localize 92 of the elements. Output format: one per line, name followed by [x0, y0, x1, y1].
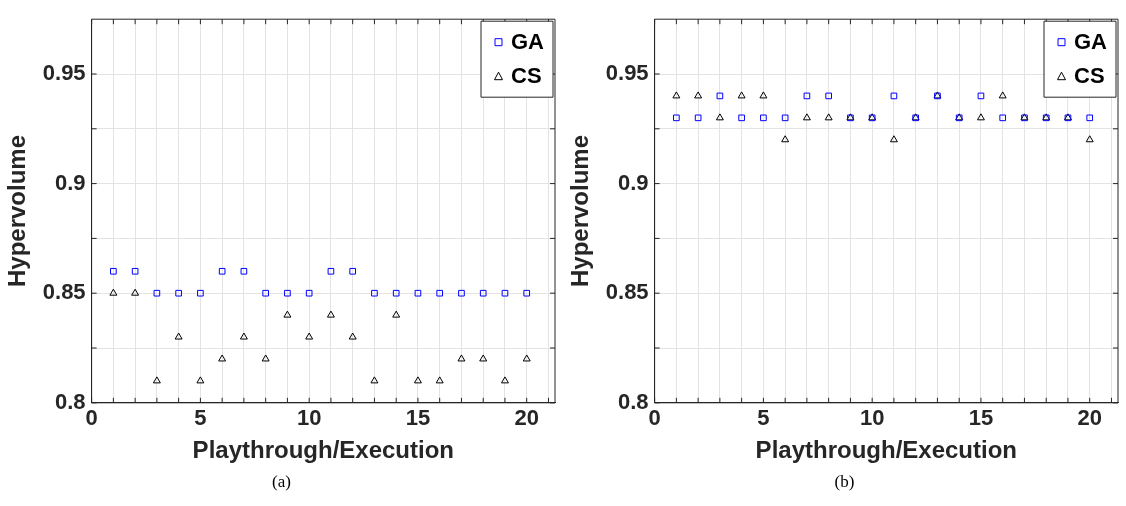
text: (a) [271, 472, 292, 492]
point [522, 354, 531, 362]
legend-label: GA [511, 29, 545, 55]
point [1086, 114, 1094, 122]
point [327, 267, 335, 275]
legend-label: GA [1074, 29, 1108, 55]
point [262, 289, 269, 297]
point [436, 289, 444, 297]
point [370, 376, 379, 384]
point [825, 92, 832, 100]
y-tick-label: 0.9 [618, 169, 649, 195]
x-tick-label: 5 [194, 405, 207, 431]
point [196, 376, 205, 384]
point [218, 354, 227, 362]
point [803, 92, 811, 100]
point [152, 376, 161, 384]
point [371, 289, 378, 297]
x-tick-label: 15 [968, 405, 994, 431]
point [715, 113, 724, 121]
point [131, 267, 139, 275]
point [197, 289, 204, 297]
y-axis-title: Hypervolume [566, 134, 594, 288]
point [479, 354, 488, 362]
point [349, 267, 357, 275]
x-tick-label: 5 [757, 405, 770, 431]
legend-label: CS [511, 63, 542, 89]
point [501, 289, 509, 297]
x-tick-label: 0 [648, 405, 661, 431]
point [284, 289, 291, 297]
y-tick-label: 0.8 [618, 388, 649, 414]
point [174, 332, 183, 340]
x-tick-label: 0 [85, 405, 98, 431]
point [153, 289, 161, 297]
point [998, 91, 1007, 99]
text: (b) [833, 472, 856, 492]
point [781, 135, 790, 143]
point [392, 310, 401, 318]
point [760, 114, 767, 122]
x-tick-label: 10 [859, 405, 885, 431]
point [435, 376, 444, 384]
x-tick-label: 20 [1077, 405, 1102, 431]
x-tick-label: 10 [296, 405, 322, 431]
point [348, 332, 357, 340]
point [261, 354, 270, 362]
x-axis-title: Playthrough/Execution [755, 436, 1017, 464]
point [175, 289, 182, 297]
point [694, 91, 703, 99]
x-axis-title: Playthrough/Execution [192, 436, 454, 464]
x-tick-label: 20 [514, 405, 539, 431]
point [716, 92, 724, 100]
y-tick-label: 0.9 [55, 169, 86, 195]
x-tick-label: 15 [405, 405, 431, 431]
point [694, 114, 702, 122]
point [283, 310, 292, 318]
y-tick-label: 0.8 [55, 388, 86, 414]
y-axis-title: Hypervolume [3, 134, 31, 288]
point [414, 289, 422, 297]
y-tick-label: 0.85 [42, 279, 86, 305]
point [326, 310, 335, 318]
point [239, 332, 248, 340]
legend-label: CS [1074, 63, 1105, 89]
point [802, 113, 811, 121]
y-tick-label: 0.95 [42, 60, 86, 86]
point [976, 113, 985, 121]
point [131, 288, 140, 296]
point [413, 376, 422, 384]
point [479, 289, 487, 297]
point [305, 332, 314, 340]
point [889, 135, 898, 143]
y-tick-label: 0.95 [605, 60, 649, 86]
point [738, 114, 745, 122]
point [218, 267, 226, 275]
point [457, 354, 466, 362]
point [523, 289, 531, 297]
point [977, 92, 985, 100]
point [759, 91, 768, 99]
point [781, 114, 789, 122]
point [240, 267, 248, 275]
y-tick-label: 0.85 [605, 279, 649, 305]
point [392, 289, 400, 297]
point [458, 289, 465, 297]
point [305, 289, 313, 297]
point [890, 92, 898, 100]
point [999, 114, 1007, 122]
point [501, 376, 509, 384]
point [1085, 135, 1094, 143]
point [737, 91, 746, 99]
point [824, 113, 833, 121]
point [673, 114, 680, 122]
point [110, 267, 117, 275]
point [109, 288, 118, 296]
point [672, 91, 681, 99]
